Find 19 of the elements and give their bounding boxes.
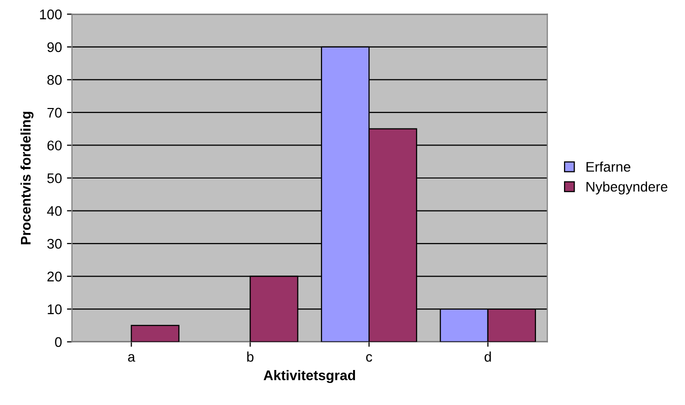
- y-tick-label: 100: [40, 10, 62, 20]
- y-axis-title: Procentvis fordeling: [20, 112, 34, 244]
- x-tick-label: a: [128, 354, 136, 362]
- y-tick-label: 80: [47, 75, 62, 85]
- y-tick-label: 40: [47, 206, 62, 216]
- legend-label: Nybegyndere: [586, 181, 668, 194]
- x-tick-label: d: [484, 352, 491, 362]
- y-tick-label: 20: [47, 272, 62, 282]
- y-tick-label: 30: [47, 238, 62, 249]
- y-tick-label: 50: [47, 173, 62, 184]
- y-tick-label: 60: [47, 140, 62, 150]
- y-tick-label: 0: [55, 337, 62, 347]
- x-axis-title: Aktivitetsgrad: [264, 370, 356, 384]
- y-tick-label: 90: [47, 42, 62, 52]
- x-tick-label: b: [247, 352, 254, 362]
- x-tick-label: c: [366, 354, 372, 362]
- legend-label: Erfarne: [586, 162, 630, 172]
- y-tick-label: 10: [48, 304, 62, 314]
- y-tick-label: 70: [47, 108, 62, 118]
